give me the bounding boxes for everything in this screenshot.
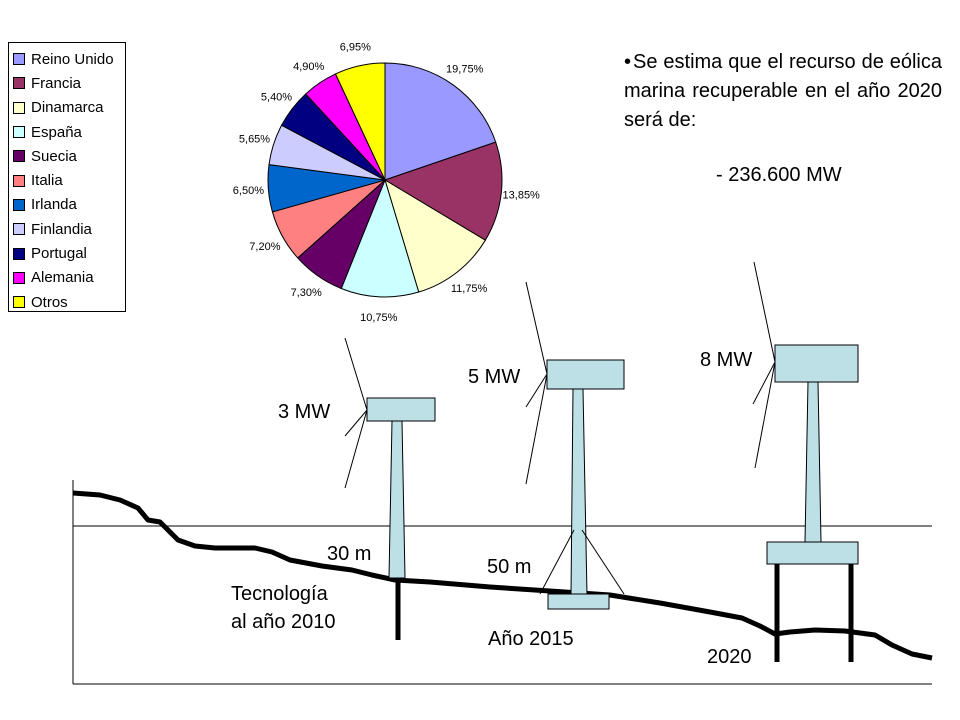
- blade: [525, 373, 548, 485]
- legend-item: Alemania: [13, 266, 121, 290]
- blade: [754, 361, 776, 469]
- nacelle: [546, 359, 625, 390]
- legend-label: Otros: [31, 293, 68, 311]
- platform: [766, 541, 859, 565]
- pie-data-label-5: 7,20%: [249, 241, 280, 253]
- blade: [344, 409, 368, 489]
- year-label-2015: Año 2015: [488, 628, 574, 650]
- legend-item: Suecia: [13, 144, 121, 168]
- blade: [344, 337, 368, 411]
- pie-slice-1: [383, 141, 503, 241]
- foundation-base: [547, 593, 610, 610]
- legend-label: Italia: [31, 172, 63, 190]
- blade: [344, 409, 368, 437]
- legend-swatch: [13, 247, 25, 260]
- legend-item: Finlandia: [13, 217, 121, 241]
- legend-item: Reino Unido: [13, 47, 121, 71]
- legend-item: Italia: [13, 168, 121, 192]
- legend-swatch: [13, 53, 25, 66]
- pie-data-label-1: 13,85%: [503, 189, 541, 201]
- pie-data-label-3: 10,75%: [360, 312, 398, 324]
- legend-label: Francia: [31, 74, 82, 92]
- pie-data-label-10: 6,95%: [340, 41, 371, 53]
- legend-swatch: [13, 223, 25, 236]
- pie-slice-2: [384, 178, 487, 293]
- legend-label: Suecia: [31, 147, 77, 165]
- power-label-3mw: 3 MW: [278, 401, 330, 423]
- legend-swatch: [13, 150, 25, 163]
- depth-label-30m: 30 m: [327, 543, 371, 565]
- year-label-2020: 2020: [707, 646, 752, 668]
- pie-data-label-2: 11,75%: [451, 283, 488, 295]
- nacelle: [774, 344, 859, 383]
- nacelle: [366, 397, 436, 422]
- turbine-5mw: [525, 281, 625, 610]
- legend-label: Dinamarca: [31, 99, 104, 117]
- legend-label: Reino Unido: [31, 50, 114, 68]
- legend-swatch: [13, 198, 25, 211]
- legend-label: Alemania: [31, 269, 94, 287]
- legend-swatch: [13, 174, 25, 187]
- blade: [752, 361, 776, 405]
- tripod-leg-left: [539, 529, 575, 595]
- tower: [570, 388, 588, 596]
- legend-item: Dinamarca: [13, 96, 121, 120]
- tower: [804, 381, 822, 543]
- pie-data-label-4: 7,30%: [291, 287, 322, 299]
- year-label-2010: Tecnología al año 2010: [231, 583, 336, 633]
- pie-data-label-6: 6,50%: [233, 185, 264, 197]
- legend-swatch: [13, 296, 25, 309]
- legend-label: Finlandia: [31, 220, 92, 238]
- legend-item: España: [13, 120, 121, 144]
- legend-label: Portugal: [31, 245, 87, 263]
- pie-legend: Reino Unido Francia Dinamarca España Suecia I…: [8, 42, 126, 312]
- legend-swatch: [13, 271, 25, 284]
- seabed-profile: [72, 490, 933, 661]
- legend-item: Francia: [13, 71, 121, 95]
- blade: [525, 373, 548, 408]
- pie-slice-3: [340, 178, 420, 298]
- note-text: Se estima que el recurso de eólica marin…: [624, 51, 942, 131]
- legend-label: España: [31, 123, 82, 141]
- legend-swatch: [13, 101, 25, 114]
- power-label-5mw: 5 MW: [468, 366, 520, 388]
- pie-chart: 19,75% 13,85% 11,75% 10,75% 7,30% 7,20% 6,50% 5…: [233, 41, 540, 324]
- depth-label-50m: 50 m: [487, 556, 531, 578]
- resource-note: • Se estima que el recurso de eólica mari…: [624, 48, 942, 135]
- tripod-leg-right: [581, 529, 625, 595]
- legend-swatch: [13, 77, 25, 90]
- turbine-3mw: [344, 337, 436, 640]
- pie-slice-0: [384, 62, 497, 181]
- pie-data-label-0: 19,75%: [446, 64, 484, 76]
- legend-item: Portugal: [13, 241, 121, 265]
- legend-item: Otros: [13, 290, 121, 314]
- blade: [753, 261, 776, 363]
- tower: [388, 420, 406, 579]
- pie-data-label-7: 5,65%: [239, 133, 270, 145]
- turbine-8mw: [752, 261, 859, 662]
- bullet: •: [624, 51, 632, 73]
- power-label-8mw: 8 MW: [700, 349, 752, 371]
- resource-value: - 236.600 MW: [716, 164, 842, 186]
- pie-data-label-8: 5,40%: [261, 91, 292, 103]
- legend-item: Irlanda: [13, 193, 121, 217]
- pie-slice-10: [334, 62, 386, 181]
- blade: [525, 281, 548, 375]
- pie-data-label-9: 4,90%: [293, 61, 324, 73]
- legend-swatch: [13, 126, 25, 139]
- legend-label: Irlanda: [31, 196, 77, 214]
